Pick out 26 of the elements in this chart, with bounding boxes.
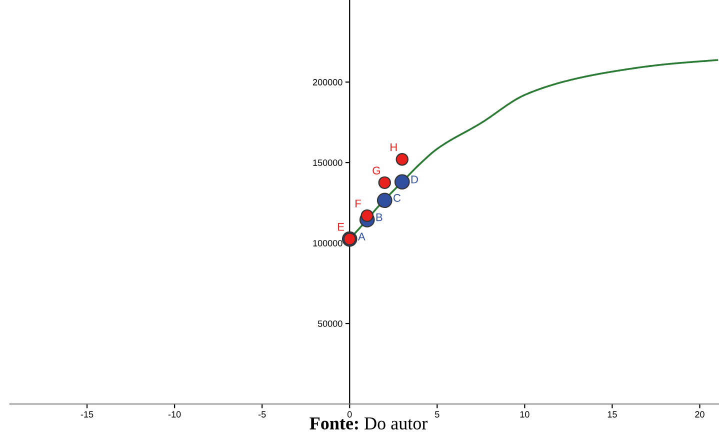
x-tick-label: 20 [695,411,704,418]
y-tick-label: 100000 [313,240,342,246]
annotation: C [394,194,401,202]
annotation: F [356,200,361,208]
annotation: H [390,143,397,152]
y-tick-label: 200000 [313,79,342,86]
annotation: E [338,223,344,231]
annotation: B [376,213,382,222]
point [360,209,374,222]
x-tick-label: -5 [258,411,266,418]
x-tick-label: 10 [520,411,530,418]
x-tick-label: 5 [435,411,440,418]
source-note: Fonte: Do autor [310,417,428,430]
x-tick-label: 15 [608,411,617,418]
x-tick-label: -10 [168,411,181,418]
y-tick-label: 150000 [313,160,342,166]
point [396,152,409,166]
point [394,174,410,190]
annotation: D [411,176,418,184]
point [378,176,391,190]
x-tick-label: -15 [80,411,94,418]
x-tick-label: 0 [347,411,352,418]
y-tick-label: 50000 [318,320,342,327]
annotation: G [372,166,380,174]
point [376,192,392,208]
annotation: A [358,232,366,240]
